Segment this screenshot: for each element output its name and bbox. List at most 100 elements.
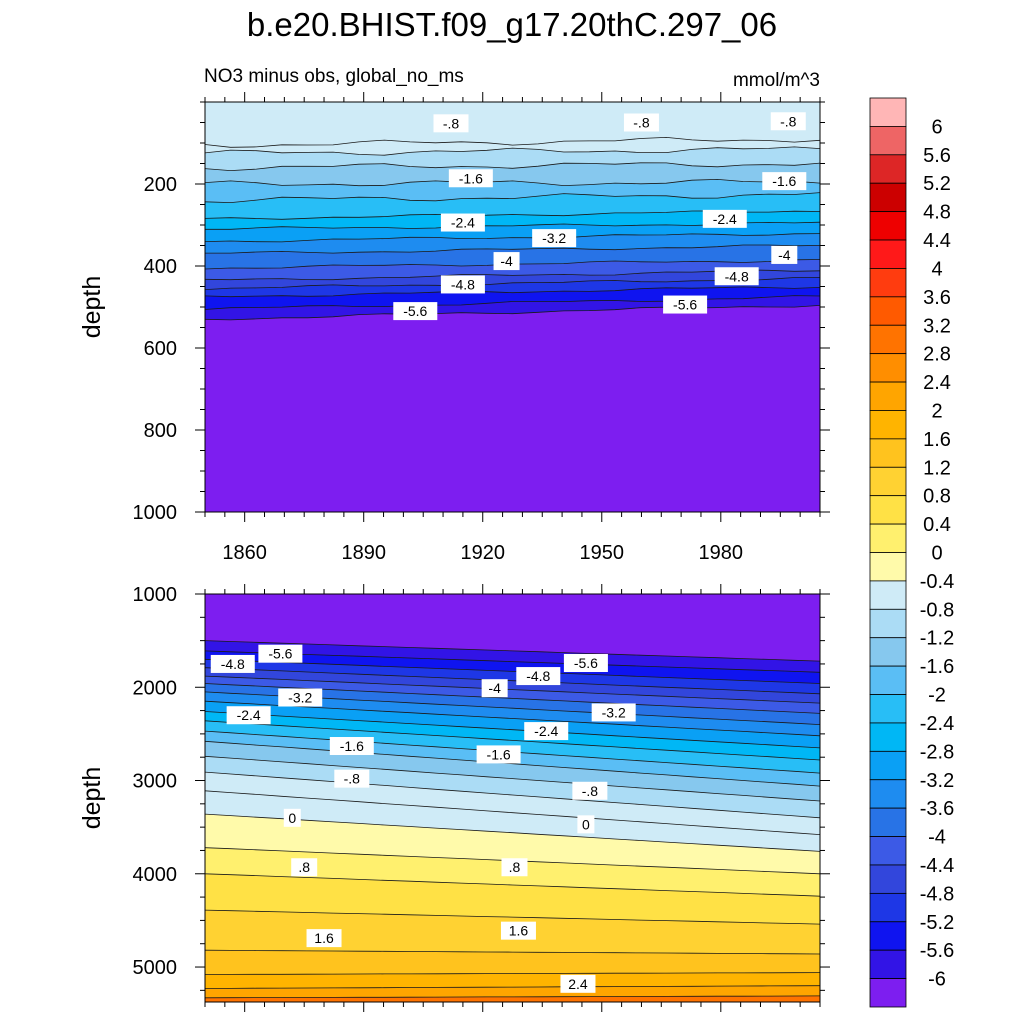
contour-label-text: -1.6	[340, 738, 364, 754]
contour-band	[205, 233, 820, 254]
contour-line	[205, 771, 820, 819]
contour-label-box	[563, 654, 608, 673]
contour-label-box	[226, 706, 271, 725]
contour-label-text: -5.6	[268, 646, 292, 662]
contour-label-text: -.8	[344, 771, 361, 787]
contour-label-box	[448, 169, 493, 188]
colorbar-label: -1.2	[920, 628, 954, 650]
contour-label-box	[532, 229, 577, 248]
colorbar-swatch	[869, 552, 907, 582]
colorbar-swatch	[869, 239, 907, 269]
contour-label-box	[278, 688, 323, 707]
contour-label-box	[283, 808, 301, 827]
contour-line	[205, 658, 820, 684]
contour-line	[205, 295, 820, 310]
contour-line	[205, 711, 820, 749]
plot-frame	[204, 593, 821, 1003]
contour-label: 0	[577, 815, 595, 834]
contour-label-text: -4.8	[451, 276, 475, 292]
contour-line	[205, 192, 820, 204]
contour-label-text: 0	[288, 810, 296, 826]
contour-label-text: -3.2	[288, 690, 312, 706]
contour-line	[205, 700, 820, 737]
contour-label-text: -5.6	[673, 297, 697, 313]
contour-line	[205, 667, 820, 695]
contour-band	[205, 873, 820, 925]
contour-label: 0	[283, 808, 301, 827]
contour-band	[205, 972, 820, 989]
colorbar-label: 1.2	[923, 457, 951, 479]
contour-label: -4.8	[440, 275, 485, 294]
contour-label: -1.6	[476, 745, 521, 764]
colorbar-label: -1.6	[920, 656, 954, 678]
colorbar-label: -5.2	[920, 912, 954, 934]
contour-label-text: -.8	[582, 783, 599, 799]
colorbar-swatch	[869, 978, 907, 1008]
contour-label: -4.8	[714, 267, 759, 286]
contour-label-box	[334, 769, 370, 788]
y-tick-label: 4000	[133, 864, 178, 886]
colorbar-label: 3.2	[923, 315, 951, 337]
contour-label: .8	[501, 858, 528, 877]
colorbar-label: 5.6	[923, 145, 951, 167]
contour-label-box	[577, 815, 595, 834]
contour-label: -1.6	[448, 169, 493, 188]
contour-band	[205, 659, 820, 694]
contour-label-text: -.8	[633, 115, 650, 131]
contour-line	[205, 972, 820, 975]
colorbar-swatch	[869, 438, 907, 468]
contour-label: -3.2	[591, 703, 636, 722]
contour-label: -4	[771, 245, 798, 264]
contour-label-text: -4.8	[725, 268, 749, 284]
contour-line	[205, 233, 820, 243]
contour-label: -.8	[770, 112, 806, 131]
contour-band	[205, 667, 820, 704]
contour-line	[205, 178, 820, 187]
contour-label-box	[306, 929, 342, 948]
contour-line	[205, 683, 820, 714]
contour-label-box	[702, 209, 747, 228]
contour-band	[205, 192, 820, 220]
colorbar-label: -2.4	[920, 713, 954, 735]
contour-label-text: -2.4	[451, 215, 475, 231]
contour-band	[205, 269, 820, 290]
y-tick-label: 3000	[133, 771, 178, 793]
y-tick-label: 600	[144, 338, 177, 360]
contour-label-box	[591, 703, 636, 722]
colorbar-swatch	[869, 154, 907, 184]
contour-field	[205, 594, 820, 1002]
colorbar-label: 1.6	[923, 429, 951, 451]
contour-label-box	[560, 974, 596, 993]
colorbar-swatch	[869, 836, 907, 866]
colorbar-swatch	[869, 949, 907, 979]
contour-line	[205, 985, 820, 989]
colorbar-swatch	[869, 296, 907, 326]
colorbar-swatch	[869, 126, 907, 156]
contour-label-text: -4	[500, 253, 513, 269]
contour-label-text: -1.6	[772, 173, 796, 189]
colorbar-swatch	[869, 892, 907, 923]
contour-label: -.8	[433, 114, 469, 133]
contour-label: -4	[481, 679, 508, 698]
contour-label-text: 2.4	[568, 976, 588, 992]
contour-band	[205, 711, 820, 760]
contour-label-box	[258, 644, 303, 663]
contour-band	[205, 790, 820, 852]
x-tick-label: 1860	[222, 542, 267, 564]
contour-line	[205, 909, 820, 925]
contour-band	[205, 676, 820, 714]
contour-label: -2.4	[524, 722, 569, 741]
contour-label: -4	[493, 252, 520, 271]
contour-label: -2.4	[226, 706, 271, 725]
contour-label: -5.6	[393, 302, 438, 321]
contour-label-box	[393, 302, 438, 321]
contour-band	[205, 683, 820, 725]
colorbar-label: -3.6	[920, 798, 954, 820]
y-tick-label: 5000	[133, 957, 178, 979]
contour-line	[205, 286, 820, 298]
colorbar-label: -2	[928, 685, 946, 707]
colorbar-swatch	[869, 466, 907, 497]
contour-line	[205, 650, 820, 673]
colorbar-label: -5.6	[920, 940, 954, 962]
contour-label: -1.6	[329, 737, 374, 756]
